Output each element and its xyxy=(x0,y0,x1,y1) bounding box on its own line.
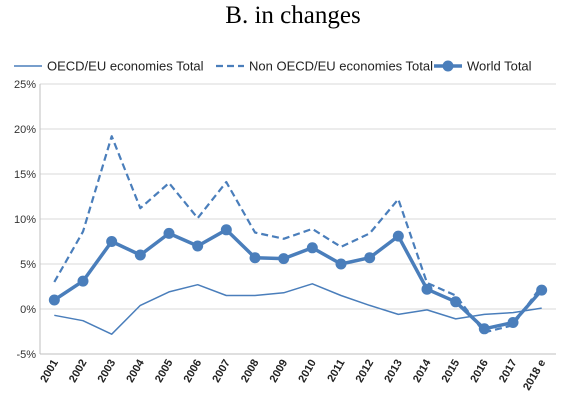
data-point-world xyxy=(278,253,290,265)
data-point-world xyxy=(450,296,462,308)
series-group xyxy=(48,135,548,335)
data-point-world xyxy=(364,252,376,264)
data-point-world xyxy=(48,294,60,306)
data-point-world xyxy=(478,323,490,335)
x-tick-label: 2015 xyxy=(440,358,463,385)
data-point-world xyxy=(306,242,318,254)
data-point-world xyxy=(192,240,204,252)
y-tick-label: -5% xyxy=(16,349,36,361)
data-point-world xyxy=(106,236,118,247)
series-line-oecd xyxy=(54,283,542,335)
y-tick-label: 25% xyxy=(14,79,36,91)
data-point-world xyxy=(421,283,433,295)
x-tick-label: 2002 xyxy=(67,358,90,385)
chart-title: B. in changes xyxy=(225,2,361,29)
x-axis-ticks: 2001 2002 2003 2004 2005 2006 2007 2008 2009 2010… xyxy=(38,357,548,393)
y-tick-label: 5% xyxy=(20,259,36,271)
data-point-world xyxy=(536,284,548,296)
x-tick-label: 2011 xyxy=(325,358,347,385)
y-tick-label: 15% xyxy=(14,169,36,181)
data-point-world xyxy=(220,224,232,236)
y-axis-ticks: 25% 20% 15% 10% 5% 0% -5% xyxy=(14,79,36,361)
x-tick-label: 2003 xyxy=(96,358,119,385)
x-tick-label: 2014 xyxy=(411,357,434,385)
data-point-world xyxy=(163,227,175,239)
series-line-non-oecd xyxy=(53,135,543,334)
y-tick-label: 10% xyxy=(14,214,36,226)
x-tick-label: 2017 xyxy=(497,358,520,385)
data-point-world xyxy=(335,258,347,270)
data-point-world xyxy=(392,230,404,242)
x-tick-label: 2004 xyxy=(124,357,147,385)
x-tick-label: 2006 xyxy=(182,358,205,385)
x-tick-label: 2009 xyxy=(268,358,291,385)
x-tick-label: 2016 xyxy=(468,358,491,385)
data-point-world xyxy=(77,275,89,287)
legend-marker xyxy=(442,60,454,72)
x-tick-label: 2012 xyxy=(354,358,377,385)
data-point-world xyxy=(134,249,146,261)
y-tick-label: 20% xyxy=(14,124,36,136)
series-line-world xyxy=(53,228,544,331)
x-tick-label: 2013 xyxy=(382,358,405,385)
data-point-world xyxy=(507,317,519,328)
x-tick-label: 2001 xyxy=(38,358,61,385)
x-tick-label: 2005 xyxy=(153,358,176,385)
x-tick-label: 2007 xyxy=(210,358,233,385)
legend-label: Non OECD/EU economies Total xyxy=(249,59,433,74)
gridlines xyxy=(40,83,556,355)
x-tick-label: 2008 xyxy=(239,358,262,385)
axes xyxy=(39,84,556,355)
x-tick-label: 2018 e xyxy=(521,358,548,393)
legend-label: World Total xyxy=(467,59,532,74)
legend: OECD/EU economies Total Non OECD/EU econo… xyxy=(14,59,532,74)
y-tick-label: 0% xyxy=(20,304,36,316)
legend-label: OECD/EU economies Total xyxy=(47,59,204,74)
data-point-world xyxy=(249,252,261,264)
x-tick-label: 2010 xyxy=(296,358,319,385)
